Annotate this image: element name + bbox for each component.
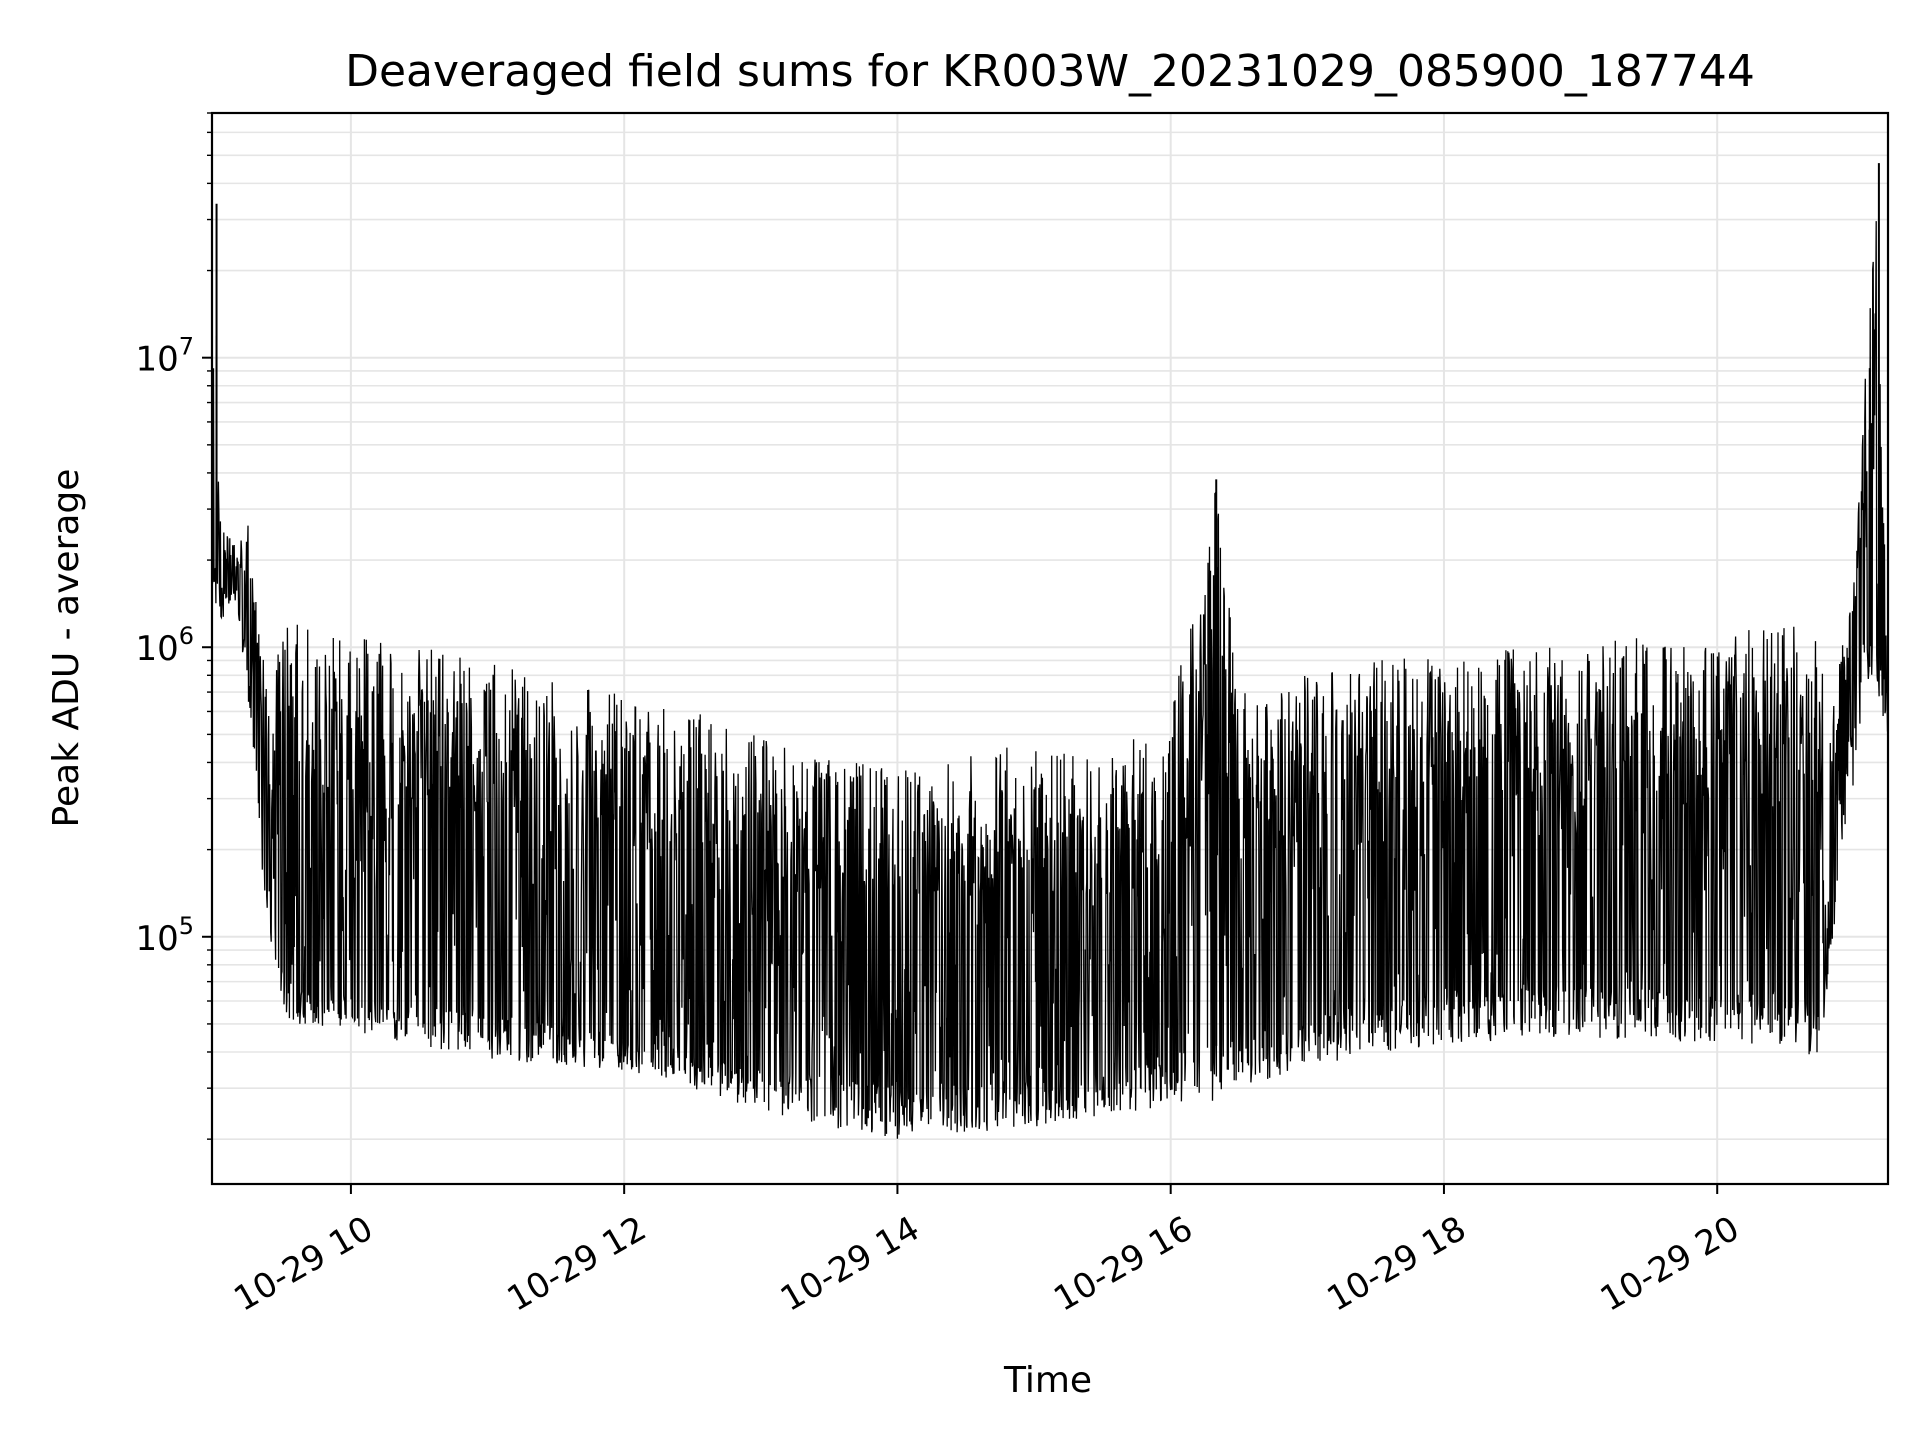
y-tick-label: 105 xyxy=(135,912,194,959)
y-tick-label: 106 xyxy=(135,622,194,669)
x-axis-label: Time xyxy=(1003,1360,1092,1401)
plot-frame xyxy=(210,111,1890,1186)
y-axis: 105 106 107 xyxy=(135,112,212,1140)
series-line xyxy=(211,163,1889,1139)
y-axis-label: Peak ADU - average xyxy=(46,469,87,828)
chart-title: Deaveraged field sums for KR003W_2023102… xyxy=(345,46,1755,97)
y-tick-label: 107 xyxy=(135,333,194,380)
series-trace xyxy=(211,221,1889,1139)
